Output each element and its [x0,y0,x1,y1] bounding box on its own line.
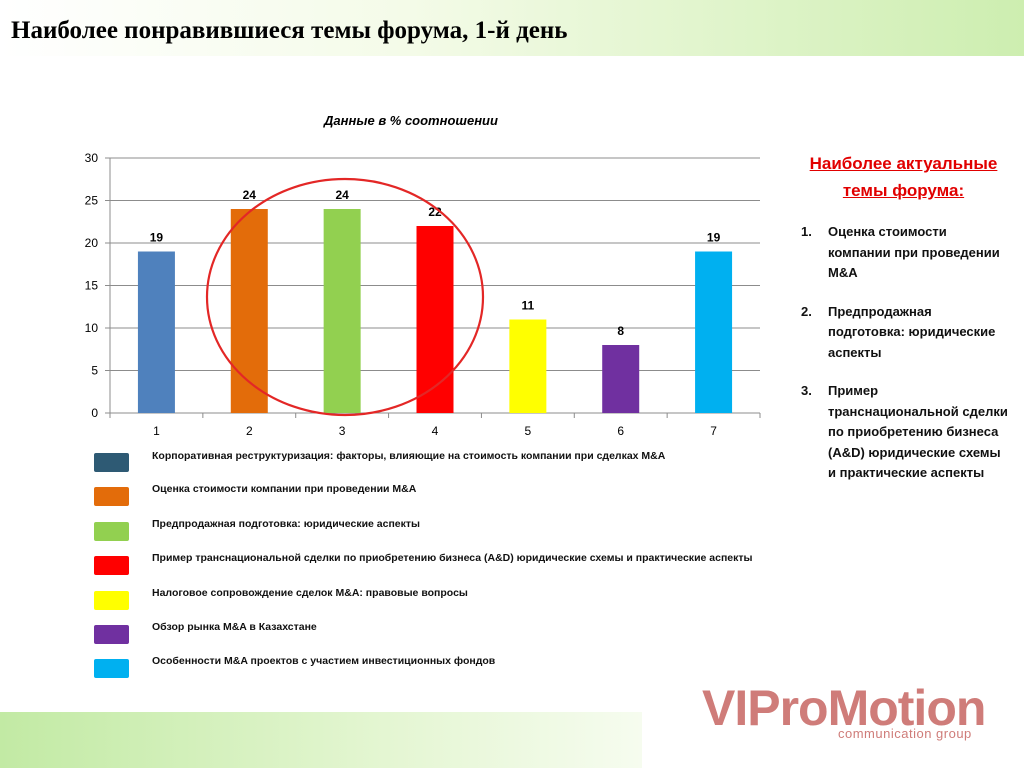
side-panel: Наиболее актуальные темы форума: 1. Оценк… [796,150,1011,502]
y-tick-label: 30 [85,151,99,165]
legend-swatch [94,453,129,472]
logo-tagline: communication group [838,726,972,741]
highlight-ellipse [205,177,485,417]
y-tick-label: 25 [85,194,99,208]
legend-label: Предпродажная подготовка: юридические ас… [152,517,421,530]
bar-3 [323,209,361,413]
side-panel-item: 3. Пример транснациональной сделки по при… [796,381,1011,484]
chart-title: Данные в % соотношении [323,113,498,128]
legend-label: Пример транснациональной сделки по приоб… [152,552,753,565]
bottom-bar [0,712,642,768]
side-panel-item-text: Пример транснациональной сделки по приоб… [828,383,1008,480]
x-tick-label: 7 [710,424,717,438]
data-label: 24 [243,188,257,202]
title-bar: Наиболее понравившиеся темы форума, 1-й … [0,0,1024,56]
data-label: 19 [707,231,721,245]
y-tick-label: 15 [85,279,99,293]
bar-7 [695,251,733,413]
side-panel-item-text: Оценка стоимости компании при проведении… [828,224,1000,280]
side-panel-heading: Наиболее актуальные темы форума: [809,154,998,200]
logo: VIProMotion communication group [702,682,1002,744]
legend-swatch [94,556,129,576]
page-title: Наиболее понравившиеся темы форума, 1-й … [11,17,568,44]
legend-label: Налоговое сопровождение сделок M&A: прав… [152,586,468,599]
bar-4 [416,226,454,413]
legend-label: Обзор рынка M&A в Казахстане [152,621,317,633]
y-tick-label: 10 [85,321,99,335]
bar-2 [230,209,268,413]
x-tick-label: 6 [617,424,624,438]
legend-label: Оценка стоимости компании при проведении… [152,483,417,496]
bar-1 [137,251,175,413]
x-tick-label: 1 [153,424,160,438]
side-panel-item: 1. Оценка стоимости компании при проведен… [796,222,1011,284]
legend-swatch [94,659,129,679]
y-tick-label: 5 [91,364,98,378]
data-label: 8 [617,324,624,338]
side-panel-item-number: 2. [801,303,812,319]
side-panel-item-text: Предпродажная подготовка: юридические ас… [828,303,996,360]
data-label: 19 [150,231,164,245]
legend-swatch [94,521,129,541]
side-panel-list: 1. Оценка стоимости компании при проведен… [796,222,1011,484]
bar-5 [509,319,547,413]
y-tick-label: 20 [85,236,99,250]
legend-label: Особенности M&A проектов с участием инве… [152,655,496,668]
legend-swatch [94,625,129,644]
data-label: 22 [428,205,442,219]
legend-label: Корпоративная реструктуризация: факторы,… [152,450,666,462]
bar-6 [602,345,640,413]
x-tick-label: 3 [339,424,346,438]
logo-wordmark: VIProMotion [702,680,986,736]
data-label: 24 [335,188,349,202]
x-tick-label: 4 [432,424,439,438]
data-label: 11 [522,299,535,313]
legend-swatch [94,487,129,507]
x-tick-label: 5 [525,424,532,438]
y-tick-label: 0 [91,406,98,420]
bar-chart: Данные в % соотношении 05101520253019124… [85,113,761,438]
side-panel-item-number: 3. [801,383,812,398]
legend-swatch [94,590,129,610]
x-tick-label: 2 [246,424,253,438]
side-panel-item-number: 1. [801,224,812,239]
side-panel-item: 2. Предпродажная подготовка: юридические … [796,302,1011,364]
